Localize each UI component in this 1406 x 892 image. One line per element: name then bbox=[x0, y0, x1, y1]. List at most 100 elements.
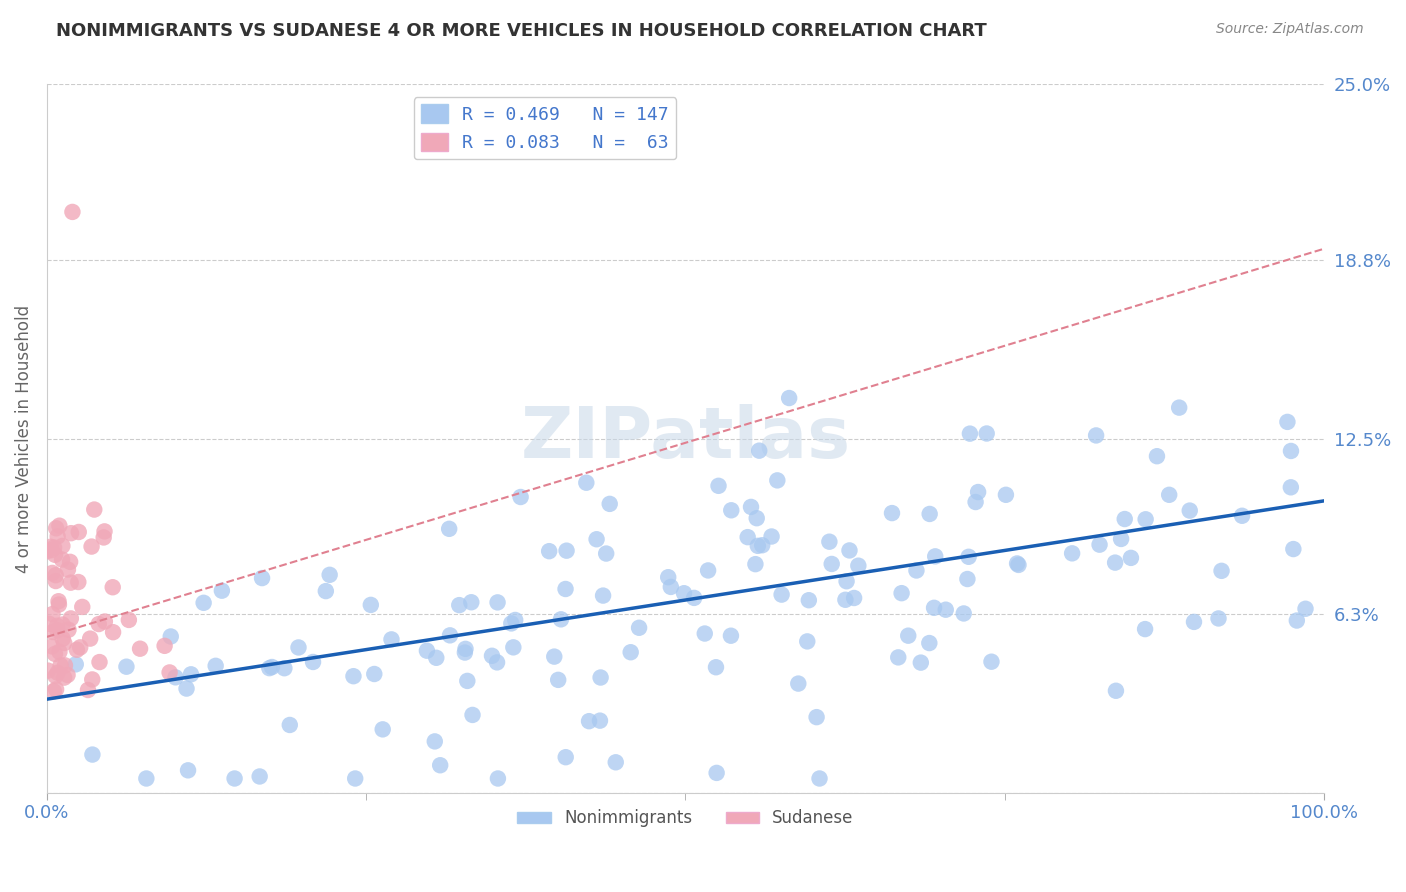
Point bbox=[1277, 415, 1299, 429]
Point bbox=[67, 524, 90, 539]
Point bbox=[42, 684, 65, 698]
Point bbox=[425, 650, 447, 665]
Point bbox=[59, 611, 82, 625]
Point bbox=[502, 640, 524, 655]
Point bbox=[1105, 683, 1128, 698]
Point bbox=[787, 676, 810, 690]
Point bbox=[259, 661, 281, 675]
Point bbox=[657, 570, 679, 584]
Point bbox=[1085, 428, 1108, 442]
Point bbox=[48, 518, 70, 533]
Point bbox=[585, 533, 607, 547]
Text: Source: ZipAtlas.com: Source: ZipAtlas.com bbox=[1216, 22, 1364, 37]
Point bbox=[486, 656, 509, 670]
Point bbox=[56, 668, 79, 682]
Point bbox=[56, 563, 79, 577]
Point bbox=[177, 764, 200, 778]
Point bbox=[129, 641, 152, 656]
Point bbox=[48, 594, 70, 608]
Point bbox=[48, 645, 70, 659]
Point bbox=[910, 656, 932, 670]
Point bbox=[835, 574, 858, 589]
Point bbox=[66, 642, 89, 657]
Point bbox=[37, 664, 59, 678]
Point bbox=[846, 558, 869, 573]
Point bbox=[555, 543, 578, 558]
Point bbox=[922, 600, 945, 615]
Point bbox=[1295, 601, 1317, 615]
Point bbox=[344, 772, 367, 786]
Point bbox=[380, 632, 402, 647]
Point bbox=[959, 426, 981, 441]
Point bbox=[249, 769, 271, 783]
Point bbox=[693, 626, 716, 640]
Point bbox=[550, 612, 572, 626]
Point bbox=[547, 673, 569, 687]
Point bbox=[838, 543, 860, 558]
Point bbox=[740, 500, 762, 514]
Point bbox=[454, 641, 477, 656]
Point bbox=[659, 580, 682, 594]
Point bbox=[89, 655, 111, 669]
Point bbox=[165, 670, 187, 684]
Point bbox=[952, 607, 974, 621]
Point bbox=[82, 673, 104, 687]
Point bbox=[260, 660, 283, 674]
Point bbox=[44, 669, 66, 683]
Point bbox=[437, 522, 460, 536]
Point bbox=[46, 624, 69, 638]
Point bbox=[42, 541, 65, 555]
Point bbox=[51, 539, 73, 553]
Point bbox=[1182, 615, 1205, 629]
Point bbox=[41, 566, 63, 580]
Point bbox=[35, 544, 58, 558]
Point bbox=[45, 682, 67, 697]
Point bbox=[707, 479, 730, 493]
Point bbox=[101, 580, 124, 594]
Point bbox=[842, 591, 865, 605]
Point bbox=[745, 511, 768, 525]
Point bbox=[1279, 480, 1302, 494]
Point bbox=[52, 632, 75, 646]
Point bbox=[796, 634, 818, 648]
Point bbox=[1104, 556, 1126, 570]
Point bbox=[87, 617, 110, 632]
Point bbox=[45, 574, 67, 588]
Point bbox=[575, 475, 598, 490]
Point bbox=[778, 391, 800, 405]
Point bbox=[51, 617, 73, 632]
Point bbox=[628, 621, 651, 635]
Point bbox=[62, 205, 84, 219]
Point bbox=[673, 586, 696, 600]
Point bbox=[51, 552, 73, 566]
Point bbox=[704, 660, 727, 674]
Point bbox=[39, 540, 62, 554]
Point bbox=[46, 619, 69, 633]
Point bbox=[994, 488, 1017, 502]
Point bbox=[429, 758, 451, 772]
Point bbox=[1208, 611, 1230, 625]
Point bbox=[135, 772, 157, 786]
Point bbox=[118, 613, 141, 627]
Point bbox=[439, 628, 461, 642]
Point bbox=[1168, 401, 1191, 415]
Point bbox=[416, 643, 439, 657]
Point bbox=[83, 502, 105, 516]
Legend: Nonimmigrants, Sudanese: Nonimmigrants, Sudanese bbox=[510, 803, 860, 834]
Point bbox=[153, 639, 176, 653]
Point bbox=[41, 640, 63, 654]
Point bbox=[94, 615, 117, 629]
Point bbox=[69, 640, 91, 655]
Point bbox=[503, 613, 526, 627]
Point bbox=[1230, 508, 1253, 523]
Point bbox=[93, 531, 115, 545]
Text: ZIPatlas: ZIPatlas bbox=[520, 404, 851, 473]
Point bbox=[461, 707, 484, 722]
Point bbox=[176, 681, 198, 696]
Point bbox=[46, 529, 69, 543]
Point bbox=[897, 629, 920, 643]
Point bbox=[273, 661, 295, 675]
Point bbox=[980, 655, 1002, 669]
Point bbox=[46, 665, 69, 680]
Point bbox=[538, 544, 561, 558]
